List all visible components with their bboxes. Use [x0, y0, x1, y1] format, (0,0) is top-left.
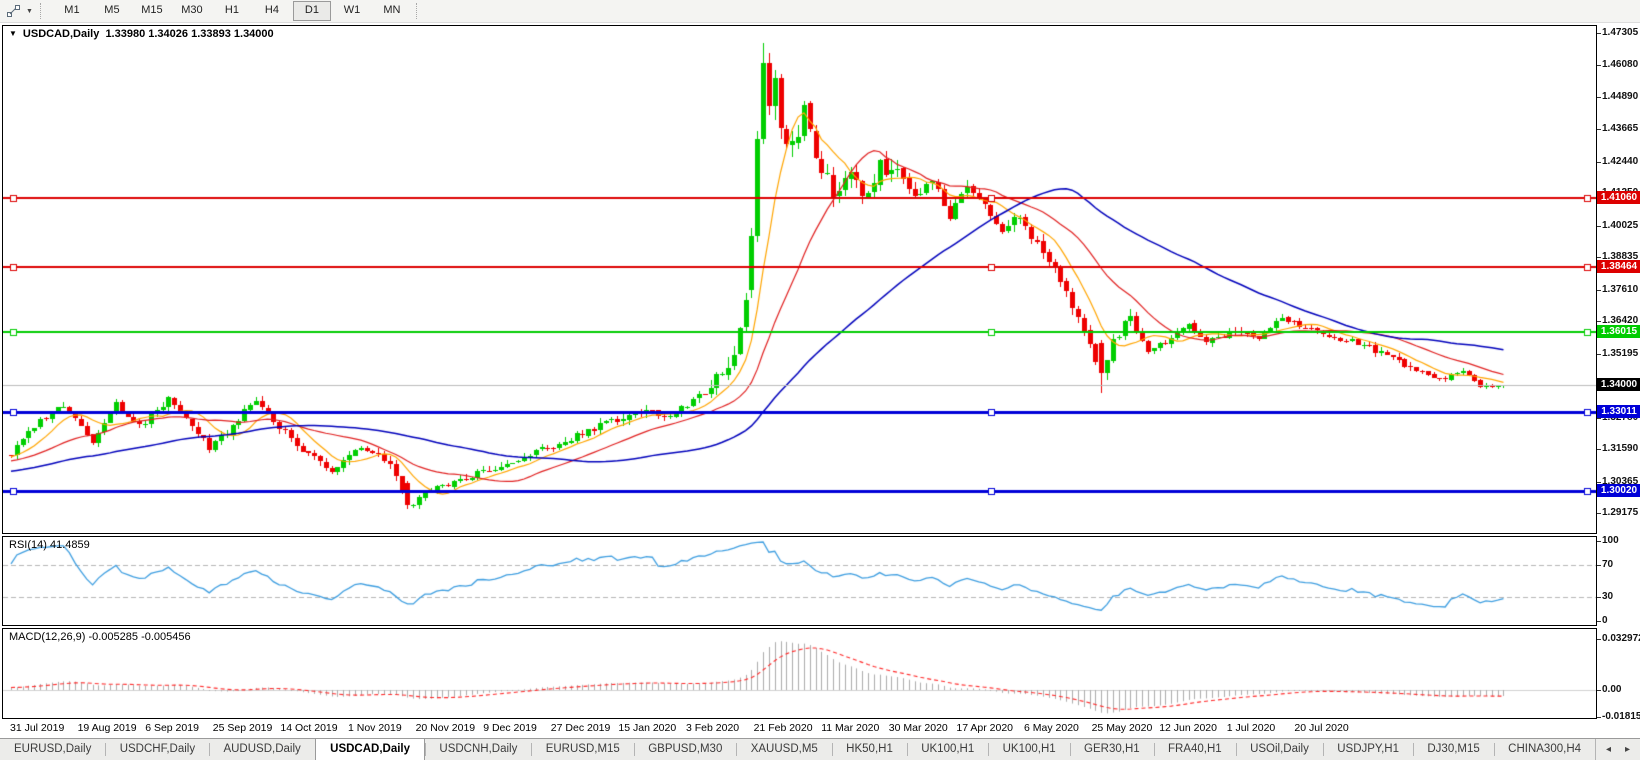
rsi-tick-label: 100 [1597, 535, 1619, 546]
date-tick-label: 25 Sep 2019 [212, 722, 273, 734]
chart-tab-hk50-h1-8[interactable]: HK50,H1 [846, 743, 893, 755]
price-axis: 1.473051.460801.448901.436651.424401.412… [1596, 25, 1640, 722]
chart-tab-uk100-h1-9[interactable]: UK100,H1 [921, 743, 975, 755]
rsi-label: RSI(14) 41.4859 [9, 539, 90, 551]
price-tick-label: 1.42440 [1596, 155, 1639, 167]
price-tick-label: 1.37610 [1596, 283, 1639, 295]
date-tick-label: 20 Nov 2019 [415, 722, 476, 734]
macd-tick-label: 0.00 [1596, 683, 1622, 695]
macd-tick-label: 0.032972 [1597, 633, 1640, 644]
chart-tab-dj30-m15-15[interactable]: DJ30,M15 [1427, 743, 1480, 755]
date-tick-label: 11 Mar 2020 [821, 722, 880, 734]
date-tick-label: 1 Jul 2020 [1226, 722, 1276, 734]
macd-label: MACD(12,26,9) -0.005285 -0.005456 [9, 631, 191, 643]
chart-tab-bar: EURUSD,Daily USDCHF,Daily AUDUSD,Daily USDC… [0, 738, 1640, 760]
price-tick-label: 1.29175 [1596, 507, 1639, 519]
tabs-scroll-right-icon[interactable]: ▸ [1624, 744, 1630, 755]
timeframe-button-h4[interactable]: H4 [264, 4, 279, 16]
macd-indicator-panel: MACD(12,26,9) -0.005285 -0.005456 [2, 628, 1597, 719]
price-tick-label: 1.30365 [1596, 475, 1639, 487]
timeframe-button-h1[interactable]: H1 [224, 4, 239, 16]
price-line-badge: 1.41060 [1597, 191, 1640, 205]
timeframe-button-m5[interactable]: M5 [104, 4, 120, 16]
price-tick-label: 1.44890 [1596, 90, 1639, 102]
date-tick-label: 12 Jun 2020 [1159, 722, 1217, 734]
rsi-indicator-panel: RSI(14) 41.4859 [2, 536, 1597, 626]
price-line-badge: 1.30020 [1597, 483, 1640, 497]
price-tick-label: 1.46080 [1596, 59, 1639, 71]
date-tick-label: 1 Nov 2019 [348, 722, 402, 734]
price-tick-label: 1.35195 [1596, 347, 1639, 359]
chart-tab-xauusd-m5-7[interactable]: XAUUSD,M5 [750, 743, 818, 755]
chart-title-text: USDCAD,Daily 1.33980 1.34026 1.33893 1.3… [22, 28, 274, 40]
price-tick-label: 1.43665 [1596, 123, 1639, 135]
rsi-tick-label: 70 [1596, 559, 1614, 570]
trendline-tool-icon[interactable] [6, 4, 21, 18]
toolbar-grip-end[interactable] [415, 3, 421, 19]
tab-navigation: ◂ ▸ [1594, 739, 1640, 760]
timeframe-button-m30[interactable]: M30 [181, 4, 203, 16]
timeframe-button-w1[interactable]: W1 [343, 4, 361, 16]
date-tick-label: 27 Dec 2019 [550, 722, 611, 734]
price-line-badge: 1.38464 [1597, 260, 1640, 274]
chart-tab-usdcad-daily-3[interactable]: USDCAD,Daily [315, 739, 426, 760]
timeframe-button-m1[interactable]: M1 [64, 4, 80, 16]
chart-tab-usoil-daily-13[interactable]: USOil,Daily [1250, 743, 1309, 755]
price-tick-label: 1.47305 [1596, 26, 1639, 38]
chart-tab-usdjpy-h1-14[interactable]: USDJPY,H1 [1337, 743, 1400, 755]
date-tick-label: 19 Aug 2019 [77, 722, 137, 734]
date-tick-label: 21 Feb 2020 [753, 722, 813, 734]
chart-symbol-dropdown-icon[interactable] [9, 28, 23, 40]
price-tick-label: 1.36420 [1596, 315, 1639, 327]
chart-tab-gbpusd-m30-6[interactable]: GBPUSD,M30 [648, 743, 723, 755]
price-tick-label: 1.31590 [1596, 443, 1639, 455]
date-tick-label: 6 May 2020 [1024, 722, 1079, 734]
date-tick-label: 20 Jul 2020 [1294, 722, 1349, 734]
chart-tab-ger30-h1-11[interactable]: GER30,H1 [1084, 743, 1140, 755]
timeframe-button-d1[interactable]: D1 [292, 1, 331, 21]
date-tick-label: 9 Dec 2019 [483, 722, 537, 734]
chart-tab-list: EURUSD,Daily USDCHF,Daily AUDUSD,Daily USDC… [0, 739, 1595, 760]
price-line-badge: 1.36015 [1597, 324, 1640, 338]
chart-tab-usdchf-daily-1[interactable]: USDCHF,Daily [119, 743, 196, 755]
chart-title[interactable]: USDCAD,Daily 1.33980 1.34026 1.33893 1.3… [9, 28, 274, 40]
timeframe-toolbar: ▼ M1 M5 M15 M30 H1 H4 D1 W1 MN [0, 0, 1640, 23]
timeframe-button-m15[interactable]: M15 [141, 4, 163, 16]
timeframe-button-mn[interactable]: MN [383, 4, 401, 16]
price-tick-label: 1.38835 [1596, 251, 1639, 263]
chart-tab-audusd-daily-2[interactable]: AUDUSD,Daily [223, 743, 301, 755]
toolbar-grip[interactable] [39, 3, 45, 19]
chart-tab-uk100-h1-10[interactable]: UK100,H1 [1002, 743, 1056, 755]
timeframe-buttons: M1 M5 M15 M30 H1 H4 D1 W1 MN [52, 1, 412, 21]
date-tick-label: 3 Feb 2020 [686, 722, 740, 734]
chart-tab-china300-h4-16[interactable]: CHINA300,H4 [1508, 743, 1582, 755]
rsi-canvas[interactable] [3, 537, 1596, 625]
price-line-badge: 1.33011 [1597, 404, 1640, 418]
tabs-scroll-left-icon[interactable]: ◂ [1605, 744, 1611, 755]
rsi-tick-label: 30 [1596, 591, 1614, 602]
date-tick-label: 31 Jul 2019 [10, 722, 65, 734]
price-line-badge: 1.34000 [1597, 378, 1640, 392]
date-tick-label: 25 May 2020 [1091, 722, 1153, 734]
chart-tab-eurusd-daily-0[interactable]: EURUSD,Daily [14, 743, 92, 755]
macd-canvas[interactable] [3, 629, 1596, 718]
date-tick-label: 15 Jan 2020 [618, 722, 677, 734]
price-tick-label: 1.40025 [1596, 219, 1639, 231]
price-chart-canvas[interactable] [3, 26, 1596, 533]
macd-tick-label: -0.018154 [1596, 711, 1640, 722]
date-tick-label: 14 Oct 2019 [280, 722, 338, 734]
chart-tab-fra40-h1-12[interactable]: FRA40,H1 [1168, 743, 1222, 755]
rsi-tick-label: 0 [1597, 615, 1608, 626]
chart-tab-usdcnh-daily-4[interactable]: USDCNH,Daily [439, 743, 518, 755]
date-tick-label: 30 Mar 2020 [888, 722, 948, 734]
price-chart-panel: USDCAD,Daily 1.33980 1.34026 1.33893 1.3… [2, 25, 1597, 534]
dropdown-caret-icon[interactable]: ▼ [26, 7, 33, 15]
date-axis: 31 Jul 2019 19 Aug 2019 6 Sep 2019 25 Sep 2… [2, 719, 1597, 737]
date-tick-label: 17 Apr 2020 [956, 722, 1014, 734]
chart-tab-eurusd-m15-5[interactable]: EURUSD,M15 [545, 743, 620, 755]
date-tick-label: 6 Sep 2019 [145, 722, 199, 734]
